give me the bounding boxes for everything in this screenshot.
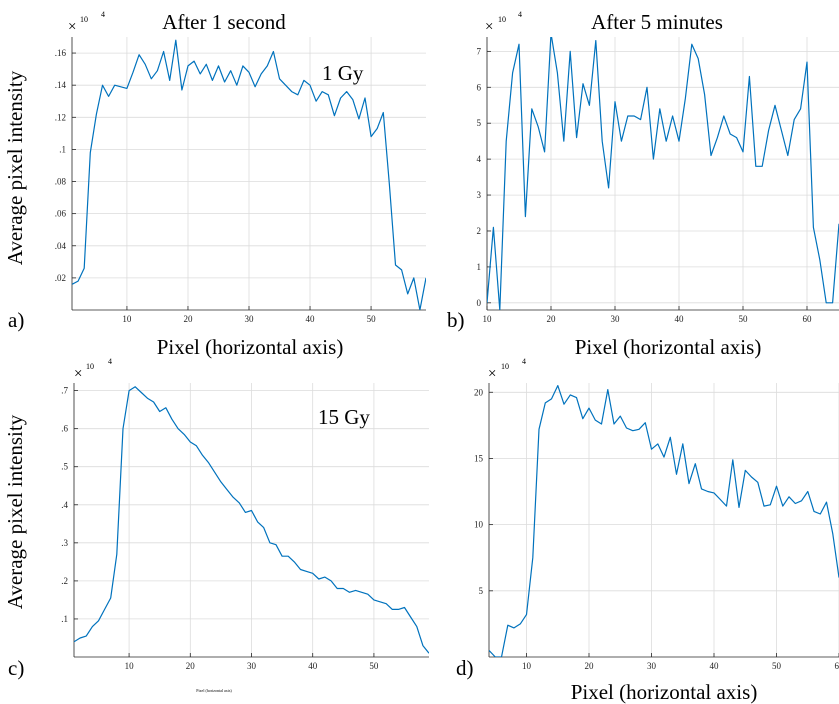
x-tick-label: 40	[675, 314, 685, 324]
panel-letter-d: d)	[456, 656, 474, 680]
y-tick-label: 7	[477, 46, 482, 56]
plot-panel-d: 10 20 30 40 50 60 5 10 15 20	[474, 383, 839, 671]
y-tick-label: .4	[61, 500, 68, 510]
y-tick-label: .3	[61, 538, 68, 548]
y-tick-label: .08	[55, 177, 67, 187]
y-tick-label: .1	[61, 614, 68, 624]
plot-panel-b: 10 20 30 40 50 60 0 1 2 3 4 5 6 7	[477, 37, 839, 324]
x-tick-label: 20	[184, 314, 194, 324]
title-panel-b: After 5 minutes	[591, 10, 723, 34]
exponent-power: 4	[522, 357, 526, 366]
y-tick-label: .5	[61, 462, 68, 472]
x-tick-label: 20	[585, 661, 595, 671]
x-tick-label: 40	[306, 314, 316, 324]
x-tick-label: 50	[369, 661, 379, 671]
exponent-times: ×	[488, 366, 496, 382]
y-tick-label: 0	[477, 298, 482, 308]
exponent-times: ×	[485, 19, 493, 35]
x-tick-label: 30	[245, 314, 255, 324]
x-tick-label: 20	[547, 314, 557, 324]
title-panel-a: After 1 second	[162, 10, 286, 34]
xlabel-panel-c-tiny: Pixel (horizontal axis)	[196, 688, 232, 693]
panel-letter-b: b)	[447, 308, 465, 332]
panel-letter-c: c)	[8, 656, 24, 680]
y-tick-label: .7	[61, 386, 68, 396]
x-tick-label: 30	[611, 314, 621, 324]
plot-panel-c: 10 20 30 40 50 .1 .2 .3 .4 .5 .6 .7	[61, 383, 429, 671]
exponent-base: 10	[80, 15, 88, 24]
x-tick-label: 60	[835, 661, 839, 671]
xlabel-panel-d: Pixel (horizontal axis)	[571, 680, 758, 704]
exponent-marker-b: × 10 4	[485, 10, 522, 35]
x-tick-label: 50	[739, 314, 749, 324]
y-tick-label: 6	[477, 82, 482, 92]
series-line-a	[72, 39, 426, 310]
y-tick-label: .14	[55, 80, 67, 90]
y-tick-label: 2	[477, 226, 482, 236]
exponent-marker-c: × 10 4	[74, 357, 112, 382]
exponent-marker-a: × 10 4	[68, 10, 105, 35]
dose-label-15gy: 15 Gy	[318, 405, 370, 429]
x-tick-label: 30	[247, 661, 257, 671]
exponent-power: 4	[518, 10, 522, 19]
y-tick-label: 15	[474, 453, 484, 463]
series-line-d	[489, 385, 839, 657]
series-line-c	[74, 386, 429, 654]
exponent-power: 4	[101, 10, 105, 19]
y-tick-label: 1	[477, 262, 482, 272]
plot-panel-a: 10 20 30 40 50 .02 .04 .06 .08 .1 .12 .14 .16	[55, 37, 426, 324]
y-tick-label: 5	[477, 118, 482, 128]
y-tick-label: .16	[55, 48, 67, 58]
x-tick-label: 10	[125, 661, 135, 671]
series-line-b	[487, 37, 839, 310]
y-tick-label: 4	[477, 154, 482, 164]
y-tick-label: .06	[55, 209, 67, 219]
y-tick-label: 20	[474, 387, 484, 397]
y-tick-label: .2	[61, 576, 68, 586]
x-tick-label: 10	[522, 661, 532, 671]
y-tick-label: .6	[61, 424, 68, 434]
exponent-base: 10	[501, 362, 509, 371]
dose-label-1gy: 1 Gy	[322, 61, 364, 85]
x-tick-label: 40	[308, 661, 318, 671]
x-tick-label: 50	[772, 661, 782, 671]
y-tick-label: 3	[477, 190, 482, 200]
exponent-marker-d: × 10 4	[488, 357, 526, 382]
xlabel-panel-b: Pixel (horizontal axis)	[575, 335, 762, 359]
y-tick-label: .04	[55, 241, 67, 251]
exponent-times: ×	[68, 19, 76, 35]
xlabel-panel-a: Pixel (horizontal axis)	[157, 335, 344, 359]
ylabel-bottom: Average pixel intensity	[3, 414, 27, 609]
x-tick-label: 60	[803, 314, 813, 324]
y-tick-label: 5	[479, 586, 484, 596]
x-tick-label: 40	[710, 661, 720, 671]
exponent-power: 4	[108, 357, 112, 366]
x-tick-label: 50	[367, 314, 377, 324]
y-tick-label: 10	[474, 520, 484, 530]
x-tick-label: 10	[122, 314, 132, 324]
ylabel-top: Average pixel intensity	[3, 70, 27, 265]
x-tick-label: 10	[483, 314, 493, 324]
exponent-base: 10	[86, 362, 94, 371]
x-tick-label: 30	[647, 661, 657, 671]
y-tick-label: .02	[55, 273, 66, 283]
y-tick-label: .12	[55, 112, 66, 122]
panel-letter-a: a)	[8, 308, 24, 332]
exponent-base: 10	[498, 15, 506, 24]
x-tick-label: 20	[186, 661, 196, 671]
y-tick-label: .1	[59, 144, 66, 154]
exponent-times: ×	[74, 366, 82, 382]
